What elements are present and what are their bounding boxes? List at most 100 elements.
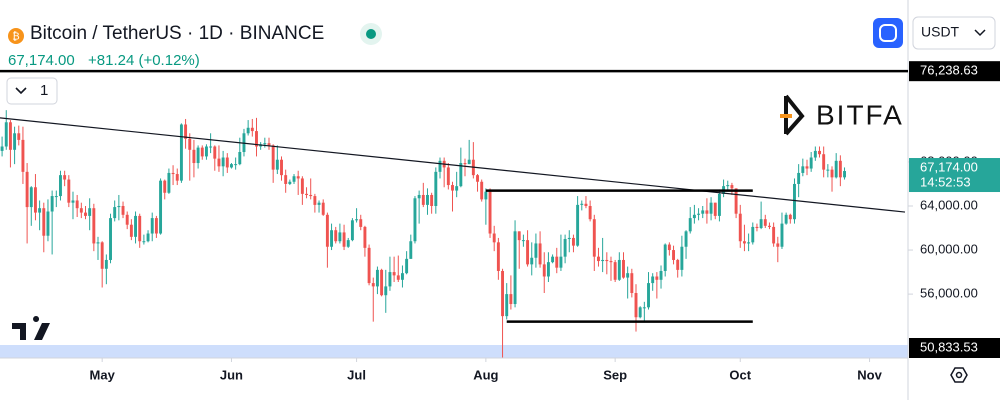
y-tick-label: 64,000.00 — [920, 197, 978, 212]
candle-body — [204, 146, 208, 157]
candle-body — [793, 183, 796, 220]
candle-body — [75, 200, 79, 209]
candle-body — [125, 214, 129, 225]
candle-body — [0, 146, 4, 151]
candle-body — [505, 294, 509, 317]
candle-body — [705, 210, 709, 214]
candle-body — [455, 186, 459, 191]
candle-body — [488, 191, 492, 234]
candle-body — [517, 231, 521, 241]
layout-button[interactable] — [873, 18, 903, 48]
candle-body — [509, 294, 513, 305]
x-tick-label: Nov — [857, 367, 882, 382]
candle-body — [129, 224, 133, 237]
candle-body — [334, 230, 338, 242]
price-level-tag — [909, 61, 1000, 82]
candle-body — [288, 181, 292, 184]
candle-body — [238, 152, 242, 165]
candle-body — [267, 143, 271, 146]
candle-body — [838, 160, 842, 178]
candle-body — [684, 231, 688, 247]
y-tick-label: 56,000.00 — [920, 286, 978, 301]
currency-label: USDT — [921, 24, 960, 40]
candle-body — [484, 191, 488, 200]
candle-body — [692, 214, 696, 219]
candle-body — [667, 244, 671, 251]
candle-body — [713, 202, 717, 216]
interval-toggle[interactable] — [6, 77, 58, 105]
candle-body — [355, 219, 359, 221]
candle-body — [330, 230, 334, 247]
candle-body — [159, 180, 163, 234]
candle-body — [21, 139, 25, 172]
candle-body — [638, 307, 642, 318]
candle-body — [451, 185, 454, 191]
candle-body — [8, 122, 12, 150]
candle-body — [567, 237, 571, 240]
candle-body — [663, 244, 667, 271]
candle-body — [388, 272, 392, 287]
tv-logo — [12, 316, 50, 340]
coin-glyph: ₿ — [12, 31, 19, 43]
candle-body — [392, 272, 396, 276]
candle-body — [200, 147, 204, 157]
candle-body — [688, 218, 692, 232]
candle-body — [780, 223, 784, 247]
candle-body — [496, 242, 500, 271]
candle-body — [426, 194, 429, 205]
candle-body — [234, 164, 238, 166]
zone-tag — [909, 338, 1000, 358]
candle-body — [446, 167, 450, 186]
candle-body — [642, 307, 646, 309]
candle-body — [46, 211, 50, 236]
settings-button[interactable] — [950, 367, 968, 383]
candle-body — [321, 202, 325, 215]
candle-body — [763, 219, 767, 226]
candle-body — [521, 240, 525, 242]
candle-body — [280, 159, 283, 176]
candle-body — [242, 133, 246, 153]
chevron — [15, 87, 27, 95]
candle-body — [104, 259, 108, 269]
candle-body — [42, 208, 46, 236]
candle-body — [342, 232, 346, 247]
candle-body — [759, 219, 763, 229]
candle-body — [17, 133, 21, 140]
candle-body — [576, 204, 580, 246]
currency-select[interactable] — [912, 16, 996, 50]
candle-body — [597, 256, 600, 262]
candle-body — [384, 286, 388, 296]
candle-body — [154, 218, 158, 234]
candle-body — [84, 212, 87, 216]
candle-body — [150, 218, 154, 234]
x-tick-label: Aug — [473, 367, 498, 382]
candle-body — [538, 243, 542, 265]
trendline — [0, 117, 906, 213]
candle-body — [179, 124, 183, 181]
candle-body — [767, 225, 771, 227]
candle-body — [709, 202, 713, 214]
candle-body — [313, 196, 317, 205]
candle-body — [400, 273, 404, 280]
candle-body — [213, 146, 217, 159]
x-tick-label: Oct — [729, 367, 751, 382]
candle-body — [809, 157, 813, 169]
candle-body — [96, 242, 100, 244]
candle-body — [38, 208, 42, 213]
candle-body — [742, 241, 746, 244]
candle-body — [263, 143, 267, 145]
candle-body — [184, 124, 188, 139]
candle-body — [755, 226, 759, 229]
candle-body — [88, 208, 92, 216]
candle-body — [92, 208, 96, 244]
candle-body — [822, 154, 826, 170]
candle-body — [438, 160, 442, 172]
x-tick-label: Sep — [603, 367, 627, 382]
candle-body — [13, 133, 17, 150]
candle-body — [813, 150, 817, 158]
coin-icon — [8, 28, 24, 44]
layout-icon — [879, 24, 897, 42]
candle-body — [230, 164, 233, 168]
candle-body — [501, 270, 505, 317]
